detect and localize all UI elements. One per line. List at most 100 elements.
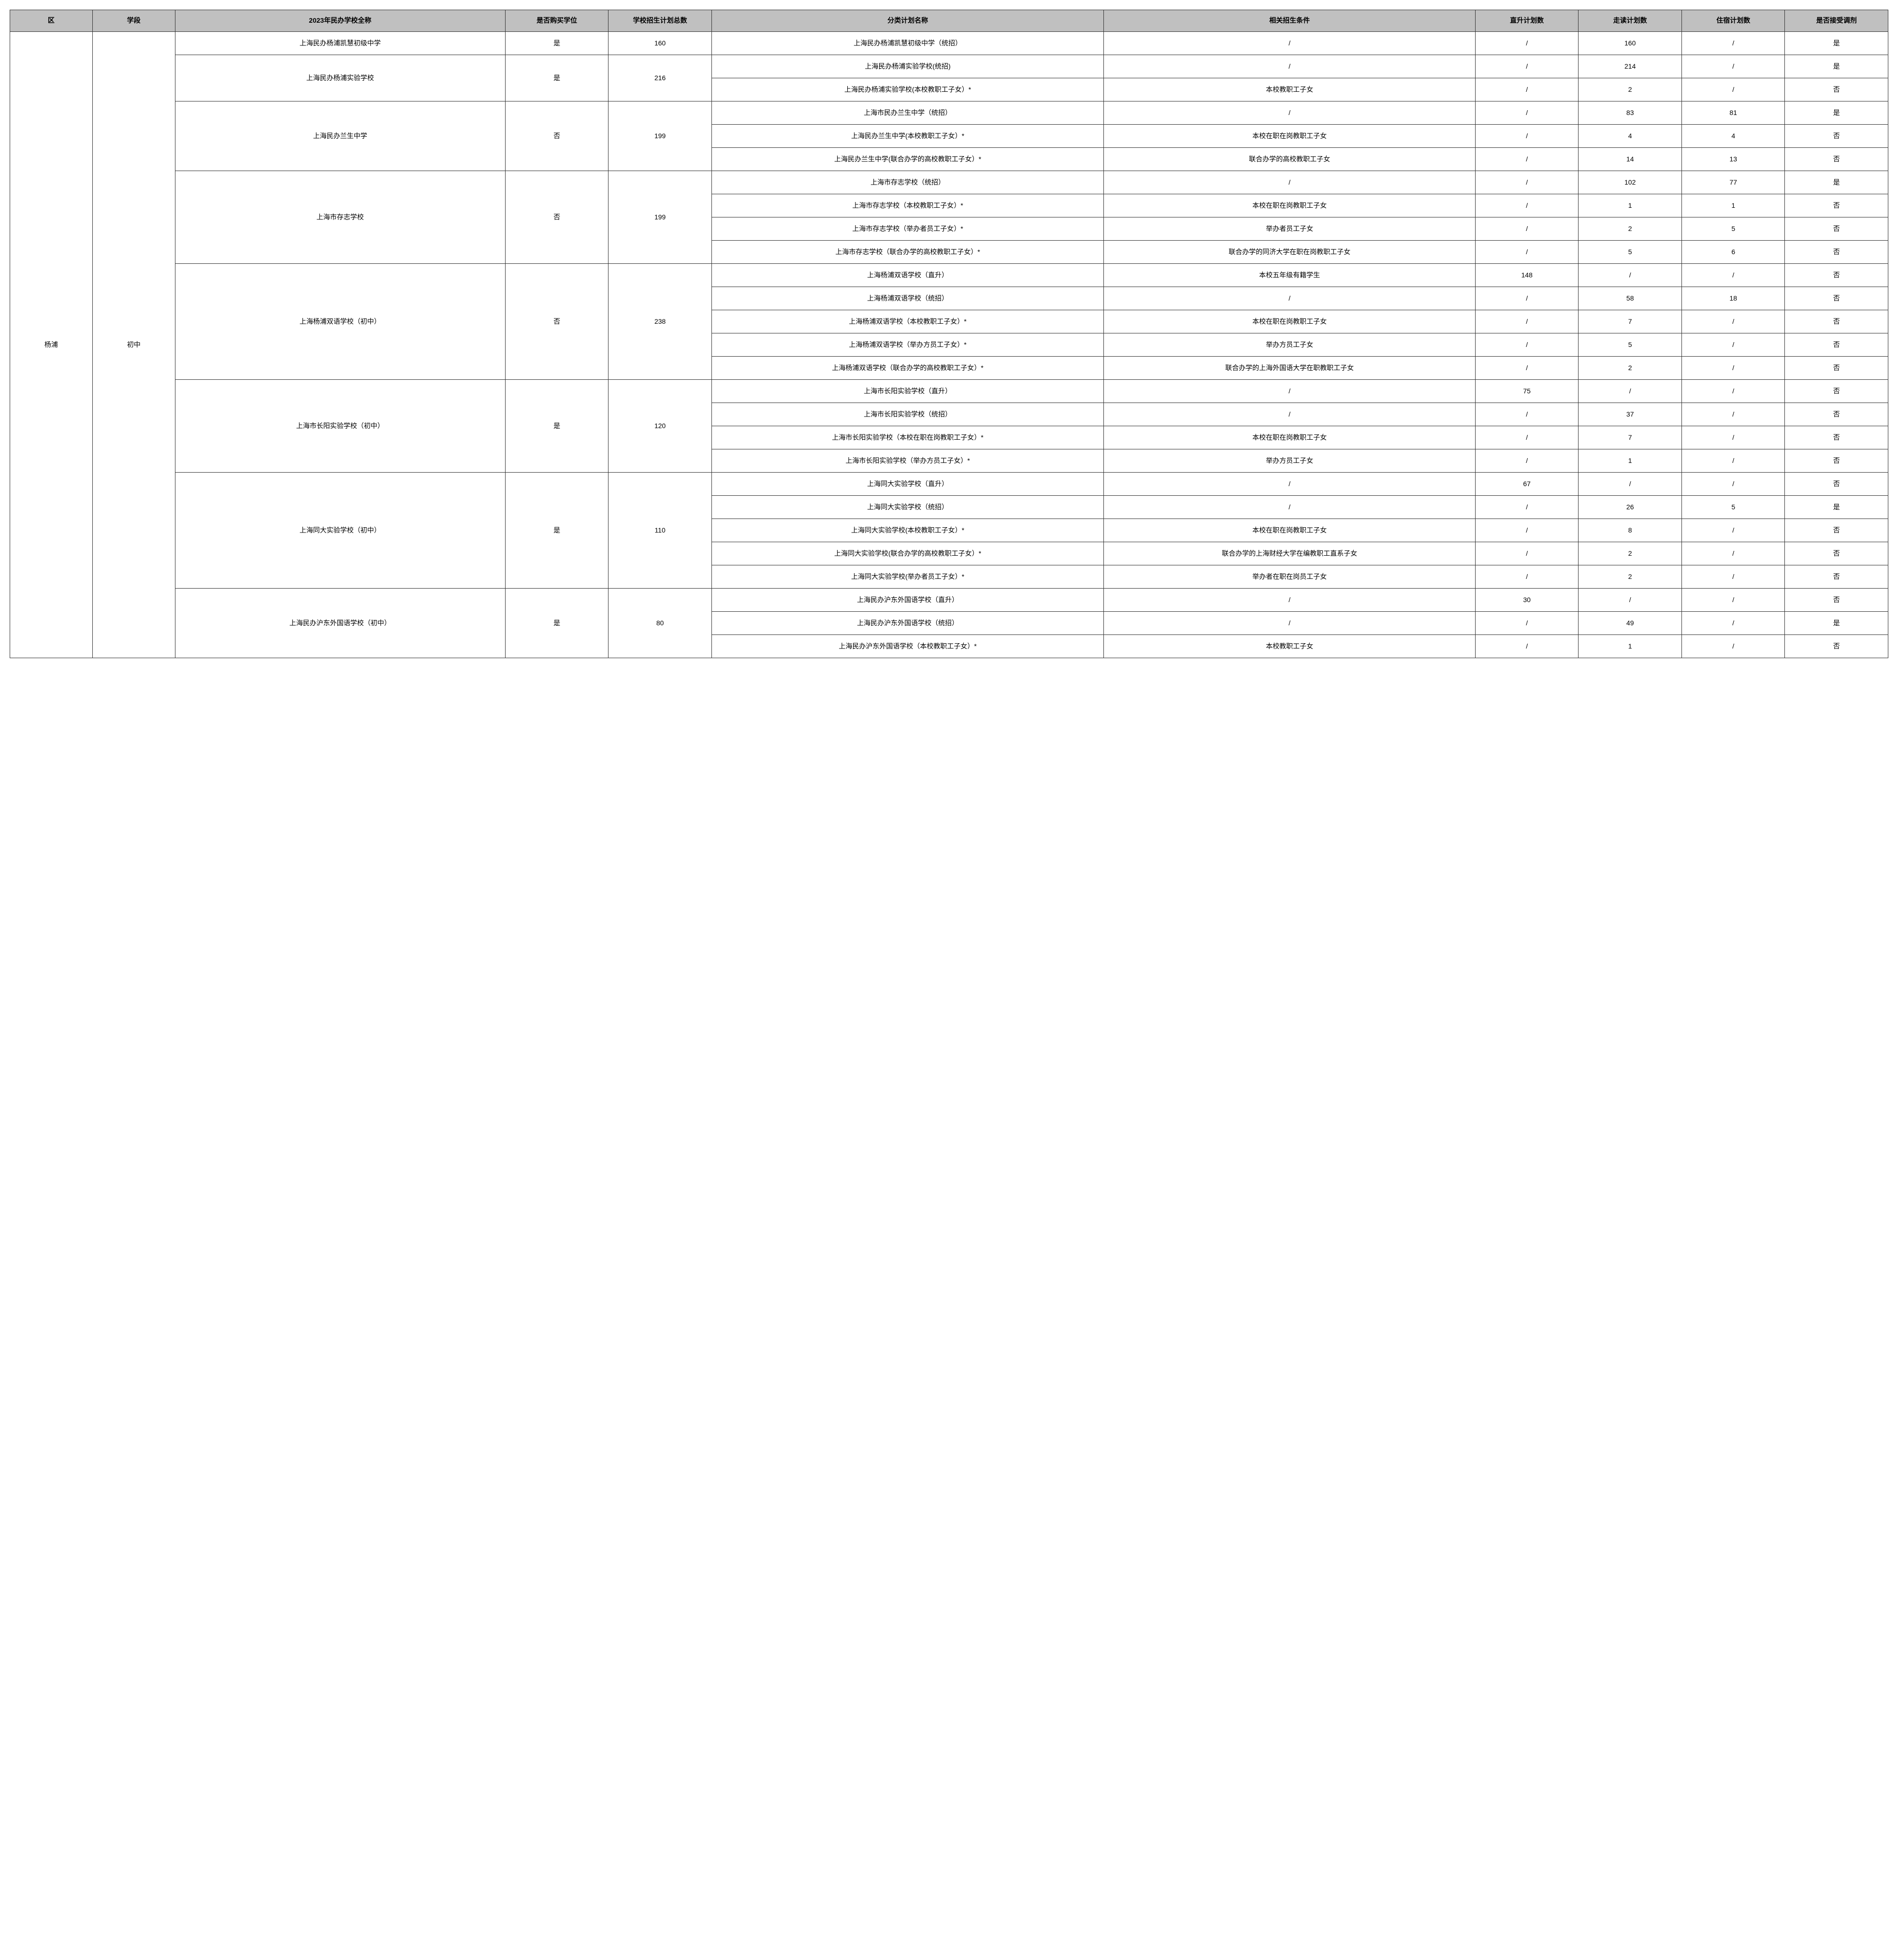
cell-buy-seat: 是 (505, 380, 609, 473)
cell-accept-adjust: 否 (1785, 565, 1888, 589)
cell-school-name: 上海民办沪东外国语学校（初中） (175, 589, 505, 658)
cell-board-count: / (1681, 264, 1785, 287)
cell-accept-adjust: 否 (1785, 380, 1888, 403)
cell-plan-name: 上海民办杨浦实验学校(本校教职工子女）* (711, 78, 1103, 101)
cell-direct-count: / (1475, 449, 1579, 473)
cell-conditions: 联合办学的上海财经大学在编教职工直系子女 (1104, 542, 1476, 565)
table-row: 上海民办杨浦实验学校是216上海民办杨浦实验学校(统招)//214/是 (10, 55, 1888, 78)
cell-plan-name: 上海市存志学校（举办者员工子女）* (711, 217, 1103, 241)
cell-board-count: / (1681, 78, 1785, 101)
cell-conditions: / (1104, 55, 1476, 78)
cell-buy-seat: 是 (505, 589, 609, 658)
cell-board-count: / (1681, 55, 1785, 78)
cell-direct-count: / (1475, 101, 1579, 125)
cell-plan-name: 上海市长阳实验学校（举办方员工子女）* (711, 449, 1103, 473)
cell-conditions: 联合办学的上海外国语大学在职教职工子女 (1104, 357, 1476, 380)
cell-accept-adjust: 否 (1785, 542, 1888, 565)
cell-direct-count: / (1475, 565, 1579, 589)
cell-accept-adjust: 否 (1785, 357, 1888, 380)
cell-plan-name: 上海民办兰生中学(本校教职工子女）* (711, 125, 1103, 148)
cell-plan-name: 上海市长阳实验学校（本校在职在岗教职工子女）* (711, 426, 1103, 449)
cell-board-count: 4 (1681, 125, 1785, 148)
cell-day-count: 83 (1579, 101, 1682, 125)
cell-day-count: / (1579, 264, 1682, 287)
cell-board-count: 5 (1681, 217, 1785, 241)
cell-direct-count: / (1475, 635, 1579, 658)
cell-plan-name: 上海杨浦双语学校（本校教职工子女）* (711, 310, 1103, 333)
cell-accept-adjust: 否 (1785, 473, 1888, 496)
cell-direct-count: / (1475, 612, 1579, 635)
cell-day-count: / (1579, 473, 1682, 496)
cell-day-count: 160 (1579, 32, 1682, 55)
cell-day-count: 7 (1579, 310, 1682, 333)
cell-stage: 初中 (92, 32, 175, 658)
cell-plan-name: 上海同大实验学校(联合办学的高校教职工子女）* (711, 542, 1103, 565)
cell-buy-seat: 是 (505, 473, 609, 589)
cell-buy-seat: 是 (505, 32, 609, 55)
cell-accept-adjust: 否 (1785, 125, 1888, 148)
header-accept-adjust: 是否接受调剂 (1785, 10, 1888, 32)
cell-plan-name: 上海民办沪东外国语学校（统招） (711, 612, 1103, 635)
cell-board-count: / (1681, 519, 1785, 542)
cell-conditions: / (1104, 589, 1476, 612)
cell-day-count: / (1579, 380, 1682, 403)
cell-accept-adjust: 否 (1785, 264, 1888, 287)
cell-day-count: 58 (1579, 287, 1682, 310)
cell-direct-count: 30 (1475, 589, 1579, 612)
cell-conditions: 本校在职在岗教职工子女 (1104, 426, 1476, 449)
cell-direct-count: / (1475, 519, 1579, 542)
header-conditions: 相关招生条件 (1104, 10, 1476, 32)
cell-direct-count: / (1475, 78, 1579, 101)
cell-plan-name: 上海市存志学校（统招） (711, 171, 1103, 194)
cell-direct-count: / (1475, 542, 1579, 565)
cell-accept-adjust: 否 (1785, 241, 1888, 264)
cell-board-count: / (1681, 403, 1785, 426)
cell-direct-count: 75 (1475, 380, 1579, 403)
cell-plan-name: 上海民办沪东外国语学校（直升） (711, 589, 1103, 612)
cell-board-count: 77 (1681, 171, 1785, 194)
cell-accept-adjust: 否 (1785, 78, 1888, 101)
cell-plan-name: 上海市长阳实验学校（直升） (711, 380, 1103, 403)
cell-direct-count: / (1475, 403, 1579, 426)
cell-day-count: 5 (1579, 333, 1682, 357)
cell-plan-name: 上海市民办兰生中学（统招） (711, 101, 1103, 125)
cell-day-count: 37 (1579, 403, 1682, 426)
cell-direct-count: / (1475, 32, 1579, 55)
cell-plan-name: 上海杨浦双语学校（联合办学的高校教职工子女）* (711, 357, 1103, 380)
cell-school-name: 上海民办杨浦实验学校 (175, 55, 505, 101)
cell-day-count: 2 (1579, 565, 1682, 589)
cell-plan-name: 上海同大实验学校(举办者员工子女）* (711, 565, 1103, 589)
cell-conditions: 本校五年级有籍学生 (1104, 264, 1476, 287)
cell-day-count: 2 (1579, 542, 1682, 565)
cell-conditions: / (1104, 403, 1476, 426)
table-row: 上海市长阳实验学校（初中）是120上海市长阳实验学校（直升）/75//否 (10, 380, 1888, 403)
cell-day-count: 8 (1579, 519, 1682, 542)
cell-school-name: 上海市长阳实验学校（初中） (175, 380, 505, 473)
cell-total: 199 (609, 101, 712, 171)
cell-board-count: / (1681, 333, 1785, 357)
cell-day-count: 214 (1579, 55, 1682, 78)
cell-board-count: 13 (1681, 148, 1785, 171)
table-body: 杨浦初中上海民办杨浦凯慧初级中学是160上海民办杨浦凯慧初级中学（统招）//16… (10, 32, 1888, 658)
cell-plan-name: 上海同大实验学校（统招） (711, 496, 1103, 519)
cell-accept-adjust: 否 (1785, 449, 1888, 473)
cell-plan-name: 上海同大实验学校(本校教职工子女）* (711, 519, 1103, 542)
cell-conditions: / (1104, 101, 1476, 125)
cell-conditions: 本校在职在岗教职工子女 (1104, 519, 1476, 542)
cell-board-count: / (1681, 612, 1785, 635)
cell-direct-count: / (1475, 287, 1579, 310)
cell-total: 216 (609, 55, 712, 101)
cell-direct-count: / (1475, 426, 1579, 449)
cell-direct-count: / (1475, 241, 1579, 264)
cell-direct-count: / (1475, 310, 1579, 333)
cell-day-count: 2 (1579, 217, 1682, 241)
cell-board-count: 81 (1681, 101, 1785, 125)
cell-conditions: 举办方员工子女 (1104, 333, 1476, 357)
cell-conditions: 本校在职在岗教职工子女 (1104, 310, 1476, 333)
cell-direct-count: / (1475, 357, 1579, 380)
cell-accept-adjust: 否 (1785, 635, 1888, 658)
table-row: 上海民办沪东外国语学校（初中）是80上海民办沪东外国语学校（直升）/30//否 (10, 589, 1888, 612)
cell-total: 238 (609, 264, 712, 380)
cell-day-count: 2 (1579, 78, 1682, 101)
cell-plan-name: 上海市存志学校（本校教职工子女）* (711, 194, 1103, 217)
